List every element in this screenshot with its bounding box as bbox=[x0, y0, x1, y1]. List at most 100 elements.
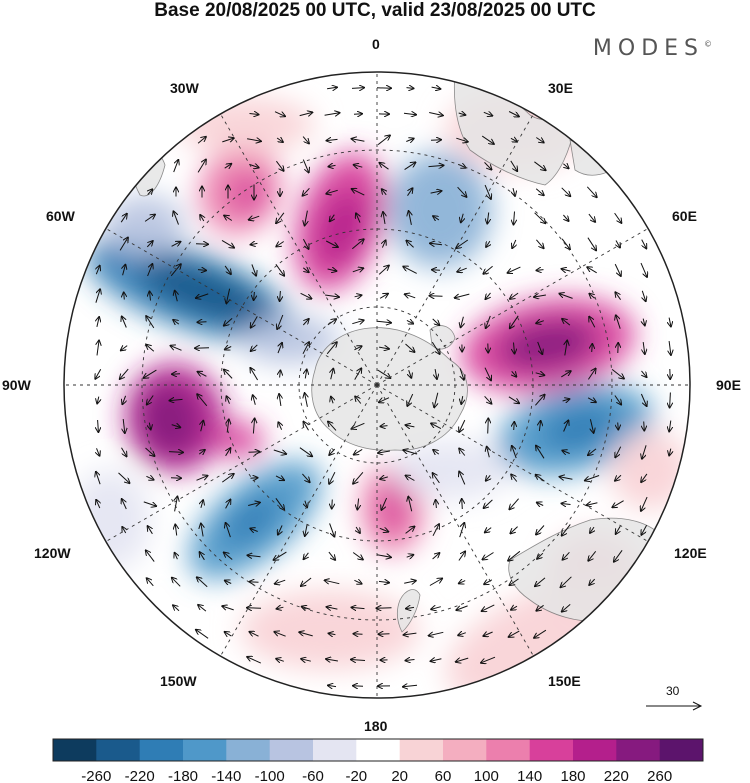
lon-label-90e: 90E bbox=[716, 377, 741, 393]
wind-arrow-240 bbox=[670, 392, 671, 408]
wind-arrow-432 bbox=[403, 685, 418, 687]
wind-arrow-313 bbox=[201, 500, 203, 508]
wind-arrow-15 bbox=[508, 111, 519, 117]
lon-label-30w: 30W bbox=[170, 80, 199, 96]
wind-arrow-374 bbox=[225, 581, 232, 584]
wind-arrow-116 bbox=[378, 266, 389, 275]
wind-arrow-392 bbox=[247, 608, 262, 609]
wind-arrow-166 bbox=[536, 321, 544, 324]
wind-arrow-295 bbox=[302, 473, 309, 482]
wind-arrow-204 bbox=[331, 369, 334, 380]
meridian-30 bbox=[376, 113, 534, 386]
colorbar-tick-label: 260 bbox=[647, 768, 672, 783]
wind-arrow-19 bbox=[276, 138, 283, 142]
wind-arrow-430 bbox=[353, 686, 364, 687]
wind-arrow-18 bbox=[247, 139, 261, 141]
wind-arrow-9 bbox=[353, 114, 362, 115]
wind-arrow-357 bbox=[274, 551, 287, 560]
wind-arrow-72 bbox=[330, 214, 335, 222]
wind-arrow-11 bbox=[403, 113, 416, 114]
wind-arrow-282 bbox=[562, 451, 570, 454]
wind-arrow-264 bbox=[97, 448, 100, 455]
colorbar-swatch-10 bbox=[486, 739, 531, 761]
colorbar-tick-label: -60 bbox=[302, 768, 324, 783]
wind-arrow-162 bbox=[432, 318, 440, 325]
wind-arrow-271 bbox=[273, 449, 286, 454]
lon-label-120e: 120E bbox=[674, 545, 707, 561]
wind-arrow-98 bbox=[486, 240, 490, 247]
wind-arrow-298 bbox=[380, 477, 388, 479]
wind-arrow-8 bbox=[324, 113, 340, 115]
wind-arrow-66 bbox=[174, 211, 179, 225]
wind-arrow-287 bbox=[96, 472, 101, 485]
wind-arrow-158 bbox=[327, 319, 336, 326]
wind-arrow-386 bbox=[535, 577, 546, 586]
wind-arrow-336 bbox=[250, 529, 258, 532]
wind-arrow-306 bbox=[585, 475, 600, 481]
wind-arrow-347 bbox=[536, 525, 545, 535]
wind-arrow-341 bbox=[379, 528, 388, 531]
colorbar-frame bbox=[52, 738, 704, 762]
wind-arrow-114 bbox=[327, 269, 337, 271]
wind-arrow-194 bbox=[669, 341, 671, 355]
wind-arrow-150 bbox=[122, 317, 127, 328]
meridian-300 bbox=[105, 228, 378, 386]
wind-arrow-58 bbox=[457, 186, 467, 197]
wind-arrow-202 bbox=[280, 371, 281, 378]
wind-arrow-107 bbox=[147, 264, 153, 277]
wind-arrow-289 bbox=[146, 476, 153, 479]
wind-arrow-283 bbox=[588, 448, 597, 455]
wind-arrow-294 bbox=[275, 476, 284, 480]
wind-arrow-267 bbox=[168, 452, 183, 453]
lon-label-30e: 30E bbox=[548, 80, 573, 96]
wind-arrow-7 bbox=[299, 112, 313, 115]
wind-arrow-244 bbox=[171, 425, 181, 428]
colorbar-swatch-13 bbox=[616, 739, 661, 761]
wind-arrow-117 bbox=[403, 267, 417, 274]
wind-arrow-238 bbox=[614, 395, 621, 405]
wind-arrow-20 bbox=[302, 136, 309, 144]
wind-arrow-308 bbox=[641, 473, 648, 482]
wind-arrow-160 bbox=[376, 321, 391, 323]
wind-arrow-37 bbox=[354, 165, 363, 167]
colorbar-tick-label: -220 bbox=[125, 768, 155, 783]
colorbar-swatch-1 bbox=[96, 739, 141, 761]
wind-arrow-236 bbox=[562, 399, 570, 401]
wind-arrow-83 bbox=[614, 212, 622, 223]
wind-arrow-104 bbox=[641, 239, 647, 249]
wind-arrow-399 bbox=[431, 607, 441, 610]
wind-arrow-234 bbox=[508, 396, 519, 403]
wind-arrow-126 bbox=[640, 262, 647, 277]
wind-arrow-174 bbox=[146, 345, 155, 352]
wind-arrow-13 bbox=[458, 113, 466, 115]
lon-label-60e: 60E bbox=[672, 208, 697, 224]
colorbar-tick-label: 100 bbox=[474, 768, 499, 783]
wind-arrow-46 bbox=[148, 189, 153, 194]
wind-arrow-56 bbox=[407, 188, 413, 196]
wind-arrow-123 bbox=[562, 269, 571, 271]
wind-arrow-405 bbox=[196, 630, 209, 639]
wind-arrow-142 bbox=[486, 292, 491, 299]
wind-arrow-429 bbox=[328, 685, 337, 686]
wind-arrow-22 bbox=[352, 139, 365, 141]
wind-arrow-388 bbox=[589, 578, 596, 585]
wind-arrow-136 bbox=[325, 295, 339, 297]
wind-arrow-45 bbox=[563, 164, 568, 169]
wind-arrow-86 bbox=[171, 242, 181, 247]
wind-arrow-30 bbox=[173, 160, 179, 173]
wind-arrow-131 bbox=[196, 293, 209, 298]
wind-arrow-141 bbox=[455, 293, 470, 298]
wind-arrow-332 bbox=[148, 526, 153, 535]
wind-arrow-256 bbox=[488, 419, 489, 434]
wind-arrow-12 bbox=[429, 113, 443, 116]
wind-arrow-233 bbox=[484, 395, 492, 403]
wind-arrow-197 bbox=[144, 369, 157, 378]
wind-arrow-265 bbox=[121, 447, 127, 457]
wind-arrow-182 bbox=[354, 346, 361, 350]
wind-arrow-418 bbox=[534, 629, 547, 638]
wind-arrow-127 bbox=[95, 289, 100, 303]
wind-arrow-29 bbox=[536, 137, 543, 143]
wind-arrow-39 bbox=[404, 162, 416, 171]
wind-arrow-138 bbox=[379, 294, 388, 299]
wind-arrow-352 bbox=[146, 550, 155, 562]
